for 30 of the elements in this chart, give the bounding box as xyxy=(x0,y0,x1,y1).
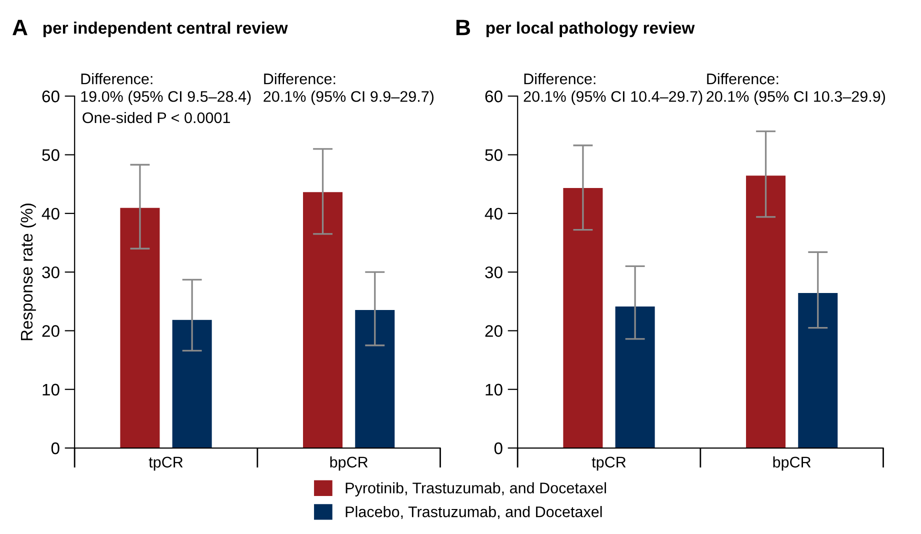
y-tick-label: 50 xyxy=(485,149,502,161)
y-tick-label: 10 xyxy=(42,384,60,396)
annotation: Difference: 20.1% (95% CI 10.3–29.9) xyxy=(706,73,886,105)
y-tick-label: 60 xyxy=(485,90,502,102)
legend-label: Placebo, Trastuzumab, and Docetaxel xyxy=(346,506,602,520)
y-tick-label: 20 xyxy=(42,325,60,337)
annotation: Difference: 20.1% (95% CI 9.9–29.7) xyxy=(264,73,434,105)
y-tick-label: 60 xyxy=(42,90,60,102)
text: A xyxy=(12,20,28,36)
chart-title: per local pathology review xyxy=(486,22,695,38)
y-tick-label: 30 xyxy=(42,266,60,278)
text: B xyxy=(456,20,470,36)
y-tick-label: 0 xyxy=(494,442,502,454)
y-tick-label: 50 xyxy=(42,149,60,161)
y-tick-label: 10 xyxy=(486,384,502,396)
y-axis-title: Response rate (%) xyxy=(20,204,36,340)
y-tick-label: 40 xyxy=(484,208,502,220)
y-tick-label: 20 xyxy=(485,325,502,337)
x-tick-label: tpCR xyxy=(148,456,183,471)
y-tick-label: 40 xyxy=(42,208,60,220)
annotation: One-sided P < 0.0001 xyxy=(82,112,230,124)
annotation: Difference: 19.0% (95% CI 9.5–28.4) xyxy=(81,73,251,105)
x-tick-label: bpCR xyxy=(330,456,368,471)
y-tick-label: 0 xyxy=(51,442,60,454)
chart-title: per independent central review xyxy=(43,22,288,38)
y-tick-label: 30 xyxy=(485,266,502,278)
x-tick-label: bpCR xyxy=(773,456,811,471)
x-tick-label: tpCR xyxy=(592,456,626,471)
annotation: Difference: 20.1% (95% CI 10.4–29.7) xyxy=(524,73,702,105)
legend-label: Pyrotinib, Trastuzumab, and Docetaxel xyxy=(346,482,606,496)
